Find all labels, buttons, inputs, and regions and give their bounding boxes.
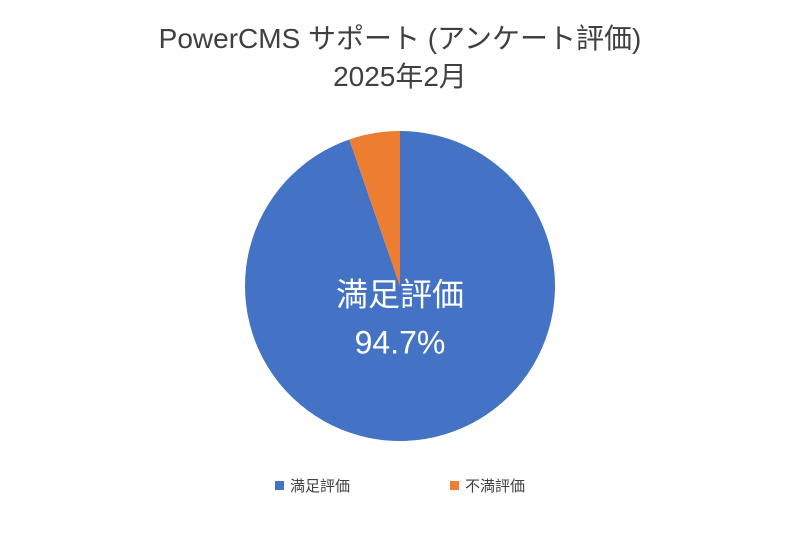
legend: 満足評価 不満評価 [275,475,525,496]
center-label-line1: 満足評価 [336,271,464,319]
legend-item-0: 満足評価 [275,475,350,496]
legend-swatch [450,481,459,490]
legend-label: 満足評価 [290,475,350,496]
center-label-line2: 94.7% [336,319,464,367]
legend-item-1: 不満評価 [450,475,525,496]
title-line2: 2025年2月 [159,58,642,96]
legend-label: 不満評価 [465,475,525,496]
chart-title: PowerCMS サポート (アンケート評価) 2025年2月 [159,20,642,96]
pie-center-label: 満足評価 94.7% [336,271,464,367]
pie-chart-area: 満足評価 94.7% [240,126,560,451]
title-line1: PowerCMS サポート (アンケート評価) [159,20,642,58]
legend-swatch [275,481,284,490]
